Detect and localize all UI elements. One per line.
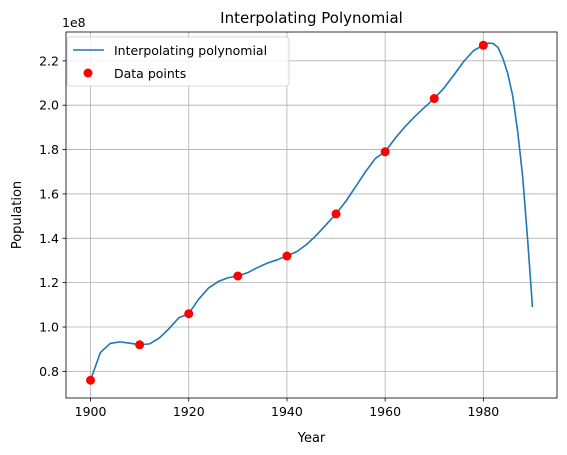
data-point — [380, 147, 390, 157]
data-point — [86, 375, 96, 385]
y-axis-label: Population — [10, 181, 25, 249]
x-tick-label: 1940 — [271, 404, 303, 419]
x-axis-label: Year — [297, 431, 326, 446]
data-point — [233, 271, 243, 281]
x-tick-label: 1920 — [173, 404, 205, 419]
y-tick-label: 1.4 — [39, 231, 59, 246]
y-tick-label: 1.6 — [39, 186, 59, 201]
legend: Interpolating polynomial Data points — [66, 36, 290, 87]
y-tick-label: 1.0 — [39, 320, 59, 335]
ticks: 1900 1920 1940 1960 1980 0.8 1.0 1.2 1.4 1.6 1.8 2.… — [39, 53, 499, 419]
legend-box — [66, 36, 290, 87]
data-point — [429, 94, 439, 104]
data-point — [135, 340, 145, 350]
plot-series — [86, 40, 534, 385]
data-point — [331, 209, 341, 219]
legend-label-interpolating-polynomial: Interpolating polynomial — [114, 43, 267, 58]
y-tick-label: 0.8 — [39, 364, 59, 379]
x-tick-label: 1960 — [369, 404, 401, 419]
grid — [66, 32, 557, 398]
data-point — [282, 251, 292, 261]
data-point — [184, 309, 194, 319]
y-tick-label: 2.2 — [39, 53, 59, 68]
legend-point-swatch — [83, 68, 93, 78]
y-tick-label: 1.2 — [39, 275, 59, 290]
axes-frame — [65, 31, 558, 399]
y-tick-label: 2.0 — [39, 98, 59, 113]
y-axis-offset-text: 1e8 — [62, 15, 86, 30]
x-tick-label: 1980 — [467, 404, 499, 419]
legend-label-data-points: Data points — [114, 66, 186, 81]
data-point — [478, 40, 488, 50]
chart-title: Interpolating Polynomial — [220, 9, 403, 27]
x-tick-label: 1900 — [75, 404, 107, 419]
y-tick-label: 1.8 — [39, 142, 59, 157]
